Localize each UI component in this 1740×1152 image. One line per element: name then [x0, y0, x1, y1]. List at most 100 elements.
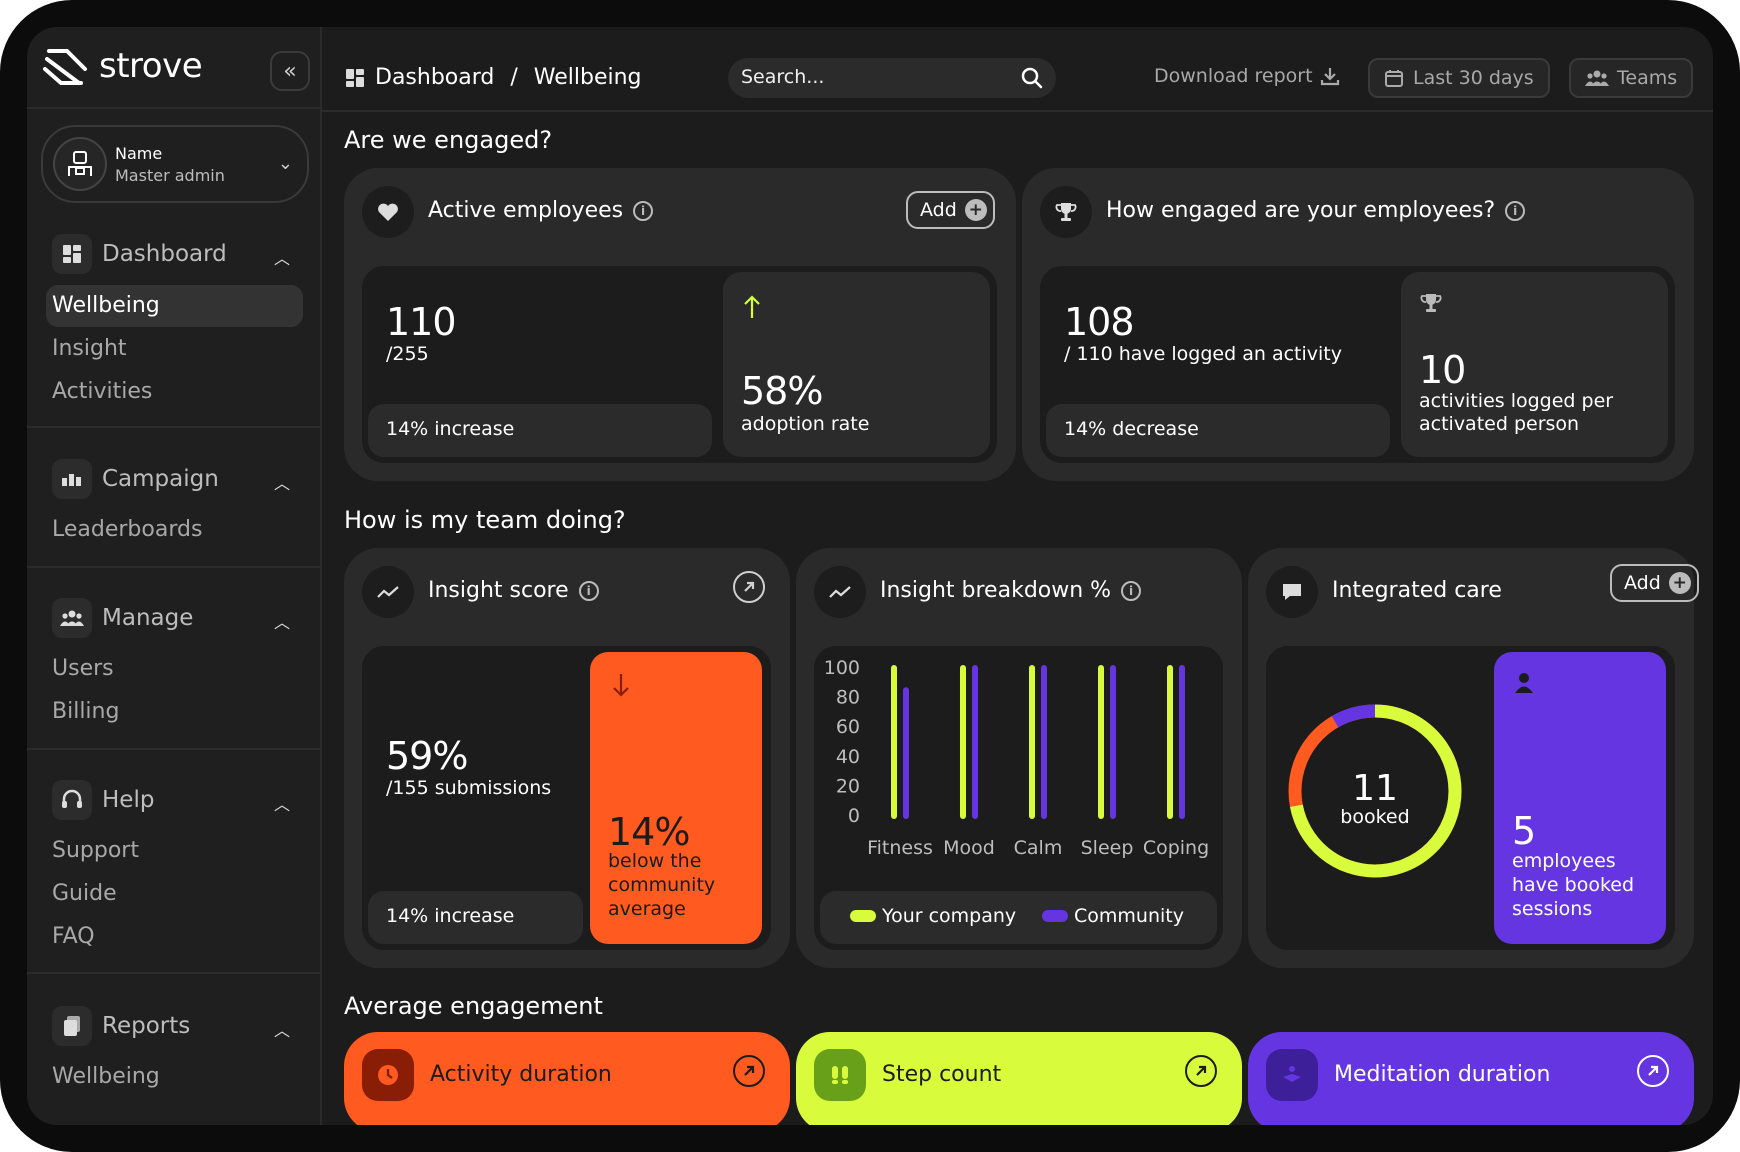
chat-bubble-icon — [1266, 566, 1318, 618]
trophy-icon — [1420, 294, 1442, 312]
nav-section-reports[interactable]: Reports — [52, 1006, 190, 1046]
y-tick-label: 0 — [848, 805, 860, 827]
card-title: How engaged are your employees? i — [1106, 198, 1526, 223]
breadcrumb-item-dashboard[interactable]: Dashboard — [375, 65, 495, 90]
divider — [27, 566, 322, 568]
search-input[interactable]: Search... — [728, 58, 1056, 98]
donut-segment-green — [1288, 704, 1462, 878]
trend-icon — [362, 566, 414, 618]
chevron-down-icon: ⌄ — [277, 153, 293, 174]
sidebar-item-guide[interactable]: Guide — [52, 881, 117, 906]
active-employees-total: /255 — [386, 343, 429, 365]
y-tick-label: 20 — [836, 775, 860, 797]
step-count-card[interactable]: Step count — [796, 1032, 1242, 1125]
double-chevron-left-icon: « — [283, 58, 297, 84]
add-active-employees-button[interactable]: Add + — [906, 191, 995, 229]
sidebar-item-billing[interactable]: Billing — [52, 699, 120, 724]
sidebar-item-users[interactable]: Users — [52, 656, 114, 681]
user-role: Master admin — [115, 166, 225, 185]
teams-button[interactable]: Teams — [1569, 58, 1694, 98]
teams-label: Teams — [1617, 67, 1678, 89]
info-icon[interactable]: i — [1505, 200, 1526, 221]
download-icon — [1320, 68, 1339, 86]
heart-icon — [362, 186, 414, 238]
section-heading-engaged: Are we engaged? — [344, 126, 553, 154]
sidebar-item-leaderboards[interactable]: Leaderboards — [52, 517, 203, 542]
sidebar-item-reports-wellbeing[interactable]: Wellbeing — [52, 1064, 160, 1089]
nav-section-campaign[interactable]: Campaign — [52, 459, 219, 499]
chevron-up-icon[interactable]: ︿ — [273, 1021, 290, 1040]
insight-score-title: Insight score — [428, 578, 569, 603]
collapse-sidebar-button[interactable]: « — [270, 51, 310, 91]
divider — [322, 110, 1713, 112]
y-tick-label: 60 — [836, 716, 860, 738]
clock-icon — [362, 1049, 414, 1101]
people-icon — [52, 598, 92, 638]
divider — [27, 107, 322, 109]
chevron-up-icon[interactable]: ︿ — [273, 474, 290, 493]
plus-icon: + — [964, 199, 987, 221]
activity-duration-title: Activity duration — [430, 1062, 612, 1087]
breadcrumb-separator: / — [510, 65, 518, 90]
divider — [27, 972, 322, 974]
activity-duration-card[interactable]: Activity duration — [344, 1032, 790, 1125]
nav-section-label: Help — [102, 787, 155, 813]
open-arrow-icon[interactable] — [1637, 1055, 1669, 1087]
meditation-duration-card[interactable]: Meditation duration — [1248, 1032, 1694, 1125]
x-tick-label: Coping — [1143, 837, 1209, 859]
how-engaged-change: 14% decrease — [1046, 404, 1390, 457]
info-icon[interactable]: i — [633, 200, 654, 221]
nav-section-label: Reports — [102, 1013, 191, 1039]
info-icon[interactable]: i — [1121, 580, 1142, 601]
card-title: Insight score i — [428, 578, 599, 603]
sidebar-item-activities[interactable]: Activities — [52, 379, 153, 404]
open-arrow-icon[interactable] — [1185, 1055, 1217, 1087]
insight-score-value: 59% — [386, 734, 468, 778]
team-icon — [1585, 70, 1609, 86]
user-name: Name — [115, 144, 163, 163]
add-integrated-care-button[interactable]: Add + — [1610, 564, 1699, 602]
insight-score-card: Insight score i 59% /155 submissions 14%… — [344, 548, 790, 968]
community-comparison-label-2: community — [608, 874, 716, 896]
x-tick-label: Sleep — [1081, 837, 1134, 859]
x-tick-label: Fitness — [867, 837, 933, 859]
donut-segment-purple — [1288, 704, 1462, 878]
adoption-rate-label: adoption rate — [741, 413, 870, 435]
legend-item-community: Community — [1042, 905, 1184, 927]
nav-section-dashboard[interactable]: Dashboard — [52, 234, 227, 274]
open-arrow-icon[interactable] — [733, 571, 765, 603]
card-title: Insight breakdown % i — [880, 578, 1142, 603]
community-comparison-value: 14% — [608, 810, 690, 854]
employees-booked-tile: 5 employees have booked sessions — [1494, 652, 1666, 944]
chevron-up-icon[interactable]: ︿ — [273, 613, 290, 632]
date-range-button[interactable]: Last 30 days — [1368, 58, 1550, 98]
how-engaged-title: How engaged are your employees? — [1106, 198, 1496, 223]
adoption-rate-tile: 58% adoption rate — [723, 272, 990, 457]
open-arrow-icon[interactable] — [733, 1055, 765, 1087]
logo[interactable]: strove — [41, 43, 203, 89]
chevron-up-icon[interactable]: ︿ — [273, 249, 290, 268]
search-icon[interactable] — [1020, 66, 1044, 90]
chevron-up-icon[interactable]: ︿ — [273, 795, 290, 814]
headset-icon — [52, 780, 92, 820]
divider — [27, 426, 322, 428]
reports-icon — [52, 1006, 92, 1046]
breadcrumb: Dashboard / Wellbeing — [345, 65, 642, 90]
footsteps-icon — [814, 1049, 866, 1101]
sidebar-item-support[interactable]: Support — [52, 838, 139, 863]
nav-section-help[interactable]: Help — [52, 780, 154, 820]
download-report-button[interactable]: Download report — [1154, 65, 1341, 87]
nav-section-manage[interactable]: Manage — [52, 598, 193, 638]
sidebar-item-wellbeing[interactable]: Wellbeing — [52, 293, 160, 318]
sidebar-item-insight[interactable]: Insight — [52, 336, 127, 361]
user-menu[interactable]: Name Master admin ⌄ — [41, 125, 309, 203]
insight-breakdown-chart: 100 80 60 40 20 0 Fitness Mood Calm Sleep Coping — [824, 657, 1209, 859]
meditation-duration-title: Meditation duration — [1334, 1062, 1551, 1087]
community-comparison-tile: 14% below the community average — [590, 652, 762, 944]
sidebar-item-faq[interactable]: FAQ — [52, 924, 95, 949]
legend-swatch — [850, 910, 876, 922]
info-icon[interactable]: i — [578, 580, 599, 601]
insight-score-body: 59% /155 submissions 14% increase 14% be… — [362, 646, 771, 950]
employees-booked-label-3: sessions — [1512, 898, 1593, 920]
community-comparison-label-3: average — [608, 898, 686, 920]
